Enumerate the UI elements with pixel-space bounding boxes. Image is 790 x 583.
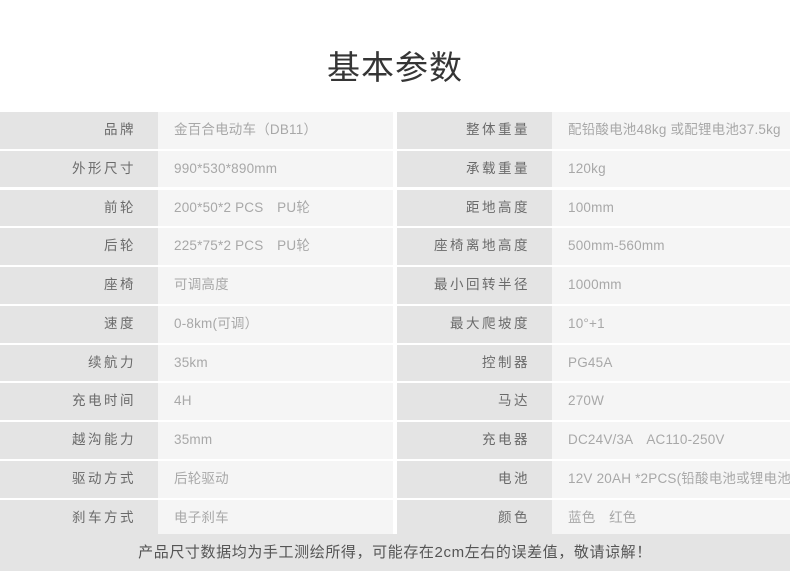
spec-value-left: 0-8km(可调） [158,305,393,343]
spec-label-right: 座椅离地高度 [397,228,552,265]
table-row: 座椅 可调高度 最小回转半径 1000mm [0,267,790,304]
spec-value-right: 蓝色 红色 [552,499,790,537]
spec-label-left: 越沟能力 [0,422,158,459]
spec-value-left: 金百合电动车（DB11） [158,112,393,149]
spec-value-right: 120kg [552,150,790,188]
column-gutter [393,267,397,304]
spec-value-right: 1000mm [552,267,790,304]
spec-label-left: 续航力 [0,344,158,382]
spec-value-right: 10°+1 [552,305,790,343]
table-row: 前轮 200*50*2 PCS PU轮 距地高度 100mm [0,189,790,227]
spec-label-left: 刹车方式 [0,499,158,537]
spec-value-right: 12V 20AH *2PCS(铅酸电池或锂电池） [552,461,790,498]
spec-value-left: 可调高度 [158,267,393,304]
column-gutter [393,150,397,188]
specifications-table: 品牌 金百合电动车（DB11） 整体重量 配铅酸电池48kg 或配锂电池37.5kg 外… [0,112,790,539]
spec-label-left: 座椅 [0,267,158,304]
spec-label-left: 前轮 [0,189,158,227]
spec-label-right: 最小回转半径 [397,267,552,304]
column-gutter [393,383,397,421]
spec-value-right: PG45A [552,344,790,382]
page-title: 基本参数 [327,49,463,86]
spec-value-left: 电子刹车 [158,499,393,537]
spec-value-left: 990*530*890mm [158,150,393,188]
spec-label-left: 品牌 [0,112,158,149]
spec-label-left: 速度 [0,305,158,343]
column-gutter [393,344,397,382]
column-gutter [393,305,397,343]
spec-value-right: 500mm-560mm [552,228,790,265]
spec-value-left: 200*50*2 PCS PU轮 [158,189,393,227]
table-row: 外形尺寸 990*530*890mm 承载重量 120kg [0,150,790,188]
spec-value-right: 100mm [552,189,790,227]
spec-value-right: 270W [552,383,790,421]
table-row: 后轮 225*75*2 PCS PU轮 座椅离地高度 500mm-560mm [0,228,790,265]
spec-label-right: 控制器 [397,344,552,382]
column-gutter [393,461,397,498]
spec-label-left: 外形尺寸 [0,150,158,188]
table-row: 刹车方式 电子刹车 颜色 蓝色 红色 [0,499,790,537]
column-gutter [393,422,397,459]
measurement-disclaimer: 产品尺寸数据均为手工测绘所得，可能存在2cm左右的误差值，敬请谅解！ [0,534,790,571]
spec-value-left: 35mm [158,422,393,459]
spec-value-left: 后轮驱动 [158,461,393,498]
spec-label-right: 最大爬坡度 [397,305,552,343]
column-gutter [393,228,397,265]
table-row: 充电时间 4H 马达 270W [0,383,790,421]
table-row: 越沟能力 35mm 充电器 DC24V/3A AC110-250V [0,422,790,459]
column-gutter [393,499,397,537]
spec-label-right: 电池 [397,461,552,498]
spec-label-right: 距地高度 [397,189,552,227]
spec-label-left: 驱动方式 [0,461,158,498]
spec-label-right: 整体重量 [397,112,552,149]
spec-value-right: 配铅酸电池48kg 或配锂电池37.5kg [552,112,790,149]
spec-label-right: 充电器 [397,422,552,459]
spec-value-right: DC24V/3A AC110-250V [552,422,790,459]
spec-value-left: 225*75*2 PCS PU轮 [158,228,393,265]
column-gutter [393,112,397,149]
spec-label-left: 充电时间 [0,383,158,421]
page-title-container: 基本参数 [0,48,790,88]
table-row: 速度 0-8km(可调） 最大爬坡度 10°+1 [0,305,790,343]
table-row: 续航力 35km 控制器 PG45A [0,344,790,382]
table-row: 品牌 金百合电动车（DB11） 整体重量 配铅酸电池48kg 或配锂电池37.5kg [0,112,790,149]
column-gutter [393,189,397,227]
spec-value-left: 4H [158,383,393,421]
spec-label-right: 颜色 [397,499,552,537]
spec-label-right: 承载重量 [397,150,552,188]
spec-label-left: 后轮 [0,228,158,265]
spec-value-left: 35km [158,344,393,382]
table-row: 驱动方式 后轮驱动 电池 12V 20AH *2PCS(铅酸电池或锂电池） [0,461,790,498]
spec-label-right: 马达 [397,383,552,421]
